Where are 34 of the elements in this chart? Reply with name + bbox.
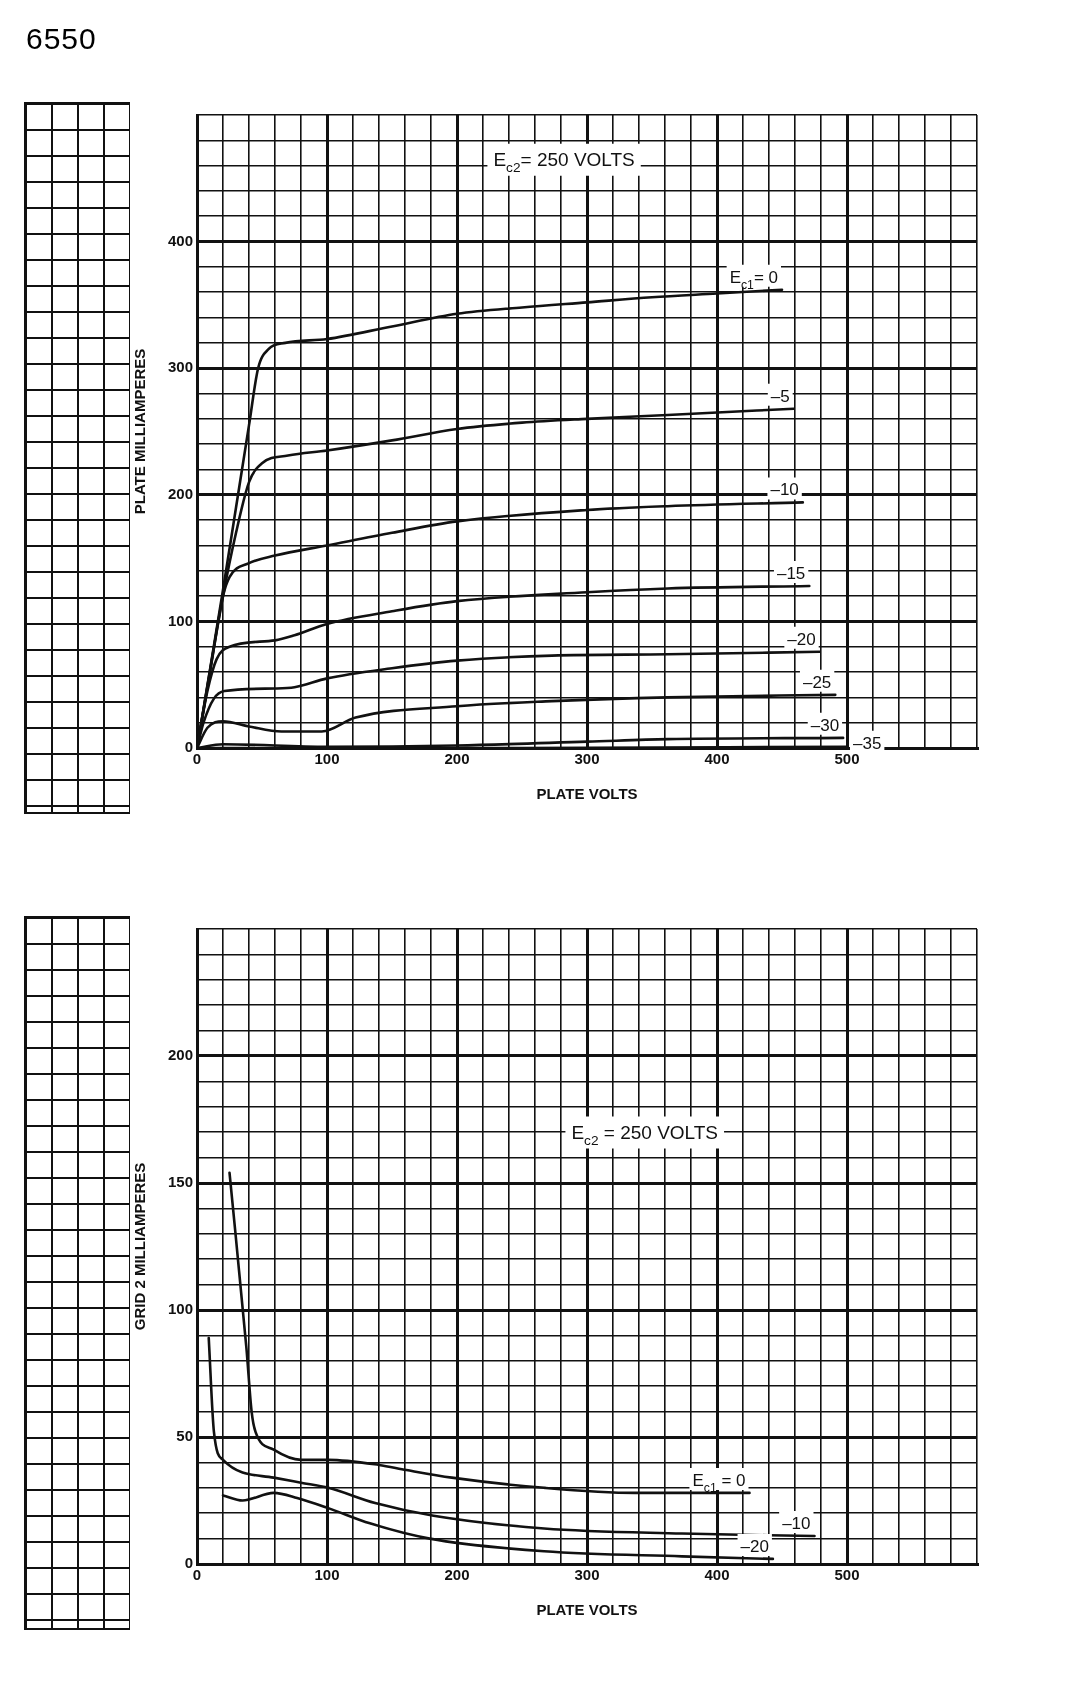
series-label: –20 (740, 1536, 769, 1556)
y-tick-label: 50 (176, 1427, 194, 1445)
y-tick-label: 200 (168, 1046, 194, 1064)
x-tick-label: 500 (834, 750, 860, 768)
series-label: –10 (782, 1514, 811, 1534)
x-tick-label: 400 (704, 1566, 730, 1584)
x-tick-label: 100 (314, 750, 340, 768)
x-axis-title: PLATE VOLTS (536, 1601, 638, 1619)
x-tick-label: 300 (574, 1566, 600, 1584)
y-tick-label: 200 (168, 484, 194, 502)
series-label: –20 (787, 629, 816, 649)
x-tick-label: 400 (704, 750, 730, 768)
y-tick-label: 400 (168, 231, 194, 249)
x-axis-title: PLATE VOLTS (536, 785, 638, 803)
x-tick-label: 500 (834, 1566, 860, 1584)
y-tick-label: 150 (168, 1173, 194, 1191)
series-label: –15 (776, 563, 806, 583)
x-tick-label: 300 (574, 750, 600, 768)
y-axis-title: GRID 2 MILLIAMPERES (131, 1162, 149, 1331)
y-tick-label: 100 (168, 611, 194, 629)
chart-title: 6550 (26, 22, 97, 56)
y-tick-label: 100 (168, 1300, 194, 1318)
y-tick-label: 300 (168, 358, 194, 376)
series-label: –5 (770, 386, 790, 406)
series-label: –30 (810, 715, 840, 735)
y-tick-label: 0 (184, 738, 194, 756)
series-label: –25 (802, 672, 832, 692)
series-label: –10 (770, 480, 799, 500)
y-axis-title: PLATE MILLIAMPERES (131, 348, 149, 515)
series-label: –35 (853, 733, 882, 753)
y-tick-label: 0 (184, 1554, 194, 1572)
x-tick-label: 200 (444, 1566, 470, 1584)
x-tick-label: 200 (444, 750, 470, 768)
x-tick-label: 100 (314, 1566, 340, 1584)
